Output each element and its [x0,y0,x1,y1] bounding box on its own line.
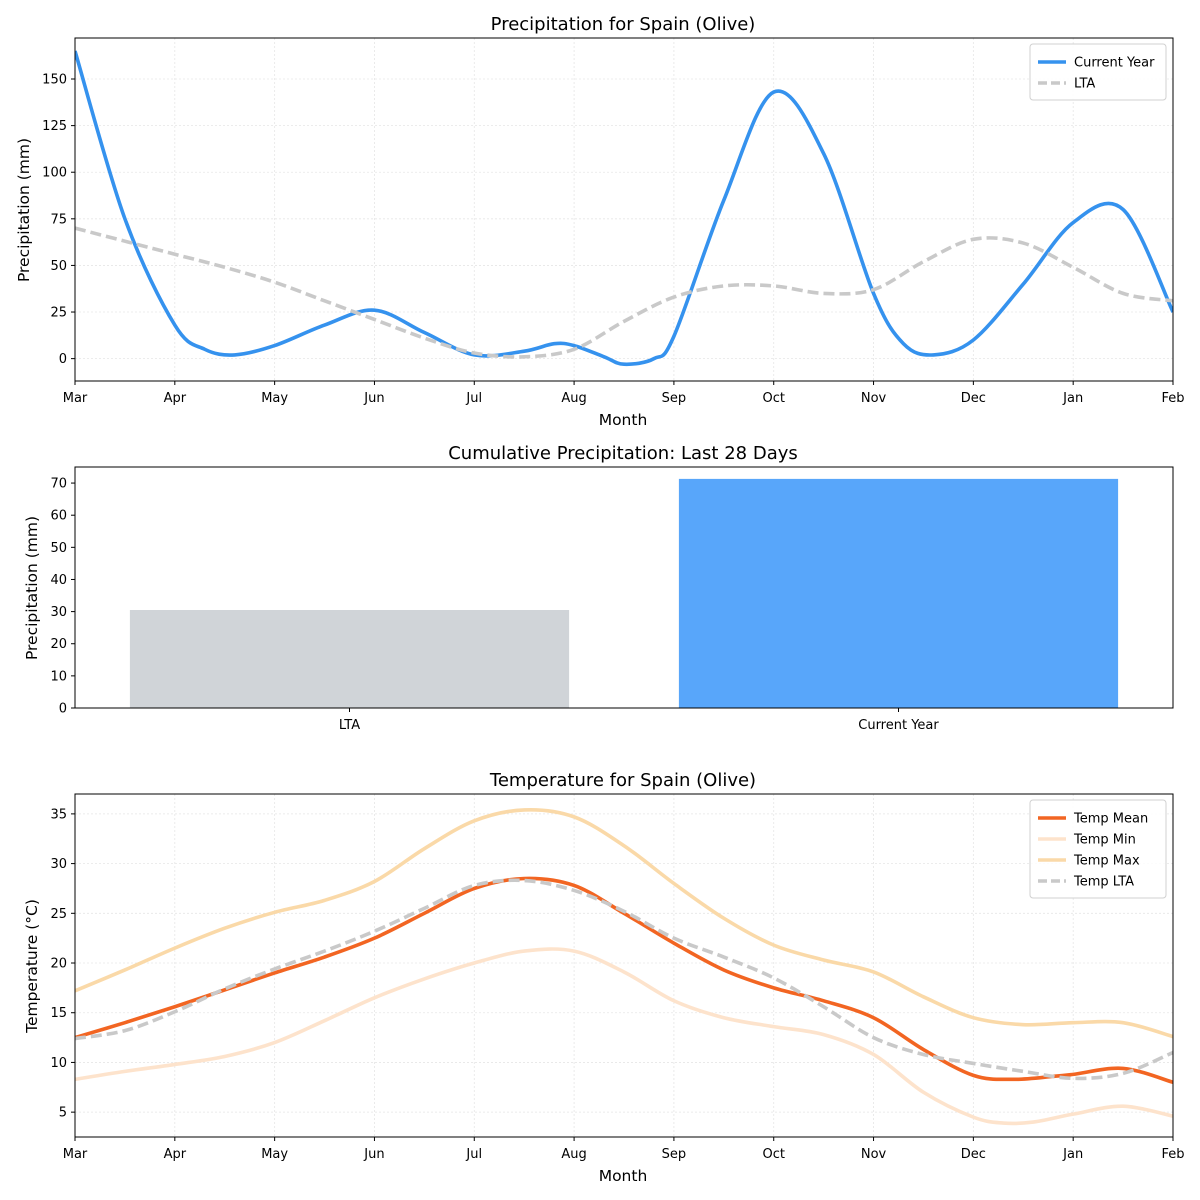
y-tick-label: 5 [59,1106,67,1121]
x-tick-label: Sep [662,1147,687,1162]
x-tick-label: Nov [861,391,887,406]
x-tick-label: Jan [1062,391,1083,406]
y-axis-label: Temperature (°C) [23,899,41,1034]
chart-title: Precipitation for Spain (Olive) [491,14,756,35]
y-tick-label: 150 [42,73,67,88]
series-line-temp-min [75,947,1173,1126]
y-tick-label: 30 [50,605,67,620]
y-tick-label: 75 [50,212,67,227]
x-axis-label: Month [599,411,648,429]
y-ticks: 0 10 20 30 40 50 60 70 [50,477,75,717]
legend-frame [1029,43,1167,101]
series-line-current-year [75,50,1173,367]
x-tick-label: Jul [465,1147,482,1162]
y-tick-label: 50 [50,259,67,274]
legend-frame [1029,799,1167,899]
y-tick-label: 10 [50,1056,67,1071]
x-tick-label: Jul [465,391,482,406]
y-tick-label: 100 [42,166,67,181]
y-tick-label: 35 [50,807,67,822]
y-tick-label: 50 [50,541,67,556]
x-tick-label: Mar [63,391,88,406]
plot-frame [74,37,1174,382]
x-tick-label: Oct [762,1147,784,1162]
y-ticks: 0 25 50 75 100 125 150 [42,73,75,367]
legend-entry: Temp LTA [1073,875,1134,890]
x-ticks: LTA Current Year [339,708,939,733]
x-tick-label: Dec [961,391,986,406]
series-line-temp-max [75,807,1173,1039]
series-line-temp-mean [75,876,1173,1085]
bar-current-year [678,478,1119,708]
series-group [75,50,1173,367]
x-tick-label: Mar [63,1147,88,1162]
y-tick-label: 70 [50,477,67,492]
x-tick-label: Aug [561,1147,586,1162]
y-tick-label: 125 [42,119,67,134]
x-tick-label: Feb [1161,391,1184,406]
x-tick-label: Jun [363,1147,384,1162]
legend: Temp Mean Temp Min Temp Max Temp LTA [1029,799,1167,899]
x-tick-label: Oct [762,391,784,406]
x-axis-label: Month [599,1167,648,1185]
y-tick-label: 60 [50,509,67,524]
temperature-line-chart: Temperature for Spain (Olive) Mar Apr May J… [23,770,1185,1185]
y-tick-label: 20 [50,637,67,652]
plot-frame [74,466,1174,709]
y-axis-label: Precipitation (mm) [23,516,41,660]
y-tick-label: 0 [59,702,67,717]
legend-entry: Current Year [1074,56,1155,71]
x-ticks: Mar Apr May Jun Jul Aug Sep Oct Nov Dec Jan Feb [63,381,1185,406]
x-tick-label: Sep [662,391,687,406]
y-tick-label: 25 [50,306,67,321]
legend-entry: LTA [1074,77,1095,92]
precipitation-line-chart: Precipitation for Spain (Olive) Mar Apr Ma… [15,14,1185,429]
x-tick-label: Apr [164,391,187,406]
x-tick-label: Aug [561,391,586,406]
bars [129,478,1119,708]
cumulative-precipitation-bar-chart: Cumulative Precipitation: Last 28 Days L… [23,443,1174,733]
y-tick-label: 15 [50,1006,67,1021]
y-tick-label: 0 [59,352,67,367]
chart-title: Temperature for Spain (Olive) [489,770,756,791]
x-tick-label: LTA [339,718,360,733]
legend-entry: Temp Mean [1073,812,1148,827]
x-tick-label: Current Year [858,718,939,733]
y-tick-label: 10 [50,669,67,684]
x-tick-label: Jan [1062,1147,1083,1162]
y-ticks: 5 10 15 20 25 30 35 [50,807,75,1121]
legend-entry: Temp Min [1073,833,1136,848]
legend-entry: Temp Max [1073,854,1140,869]
x-ticks: Mar Apr May Jun Jul Aug Sep Oct Nov Dec Jan Feb [63,1137,1185,1162]
plot-frame [74,793,1174,1138]
bar-lta [129,609,570,708]
y-tick-label: 40 [50,573,67,588]
x-tick-label: May [261,391,288,406]
x-tick-label: Feb [1161,1147,1184,1162]
x-tick-label: Nov [861,1147,887,1162]
series-line-temp-lta [75,878,1173,1081]
series-line-lta [75,226,1173,359]
x-tick-label: Dec [961,1147,986,1162]
x-tick-label: Jun [363,391,384,406]
x-tick-label: May [261,1147,288,1162]
y-tick-label: 20 [50,957,67,972]
series-group [75,807,1173,1126]
legend: Current Year LTA [1029,43,1167,101]
x-tick-label: Apr [164,1147,187,1162]
y-axis-label: Precipitation (mm) [15,138,33,282]
y-tick-label: 25 [50,907,67,922]
grid [74,38,1174,381]
chart-title: Cumulative Precipitation: Last 28 Days [448,443,798,464]
y-tick-label: 30 [50,857,67,872]
